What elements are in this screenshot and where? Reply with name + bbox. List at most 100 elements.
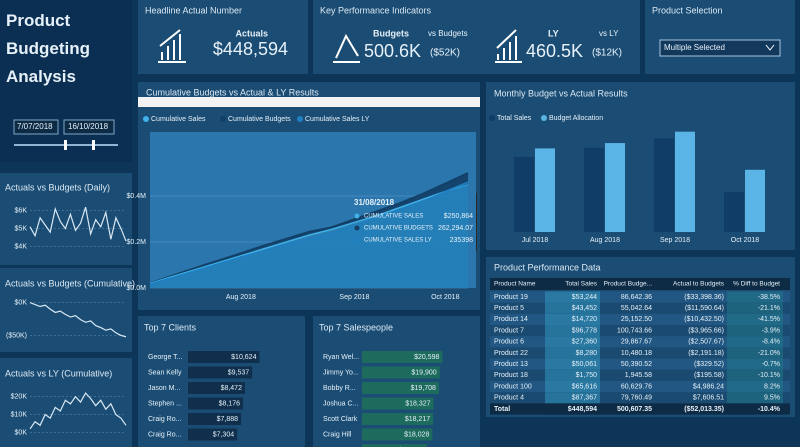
dropdown[interactable] — [659, 39, 781, 57]
table-cell: 79,760.49 — [621, 395, 652, 402]
dropdown-arrow[interactable] — [765, 44, 775, 51]
cell-highlight — [727, 313, 783, 325]
x-tick-label: Sep 2018 — [339, 294, 369, 301]
cell-highlight — [545, 403, 600, 415]
tooltip-label: CUMULATIVE SALES — [364, 214, 423, 220]
x-tick-label: Oct 2018 — [731, 237, 760, 244]
tooltip-value: 235398 — [450, 237, 473, 244]
dashboard-title: Product Budgeting Analysis — [6, 11, 90, 86]
cell-highlight — [727, 291, 783, 303]
bar — [362, 382, 439, 394]
spark-line — [29, 302, 127, 338]
cell-highlight — [545, 347, 600, 359]
clients-panel — [138, 316, 305, 447]
panel-title: Key Performance Indicators — [320, 5, 432, 15]
chart-title: Top 7 Clients — [144, 322, 197, 332]
bar — [362, 428, 433, 441]
table-cell: -3.9% — [762, 327, 780, 334]
table-row-bg — [490, 358, 790, 370]
x-tick-label: Jul 2018 — [522, 237, 549, 244]
cell-highlight — [545, 392, 600, 404]
cell-highlight — [727, 347, 783, 359]
table-cell: Product 22 — [494, 350, 528, 357]
table-cell: 100,743.66 — [617, 327, 652, 334]
dropdown-value[interactable]: Multiple Selected — [664, 43, 725, 52]
chart-title: Cumulative Budgets vs Actual & LY Result… — [146, 87, 319, 97]
table-cell: $8,280 — [576, 350, 598, 357]
x-tick-label: Oct 2018 — [431, 294, 460, 301]
bar — [745, 169, 765, 232]
x-tick-label: Aug 2018 — [226, 294, 256, 301]
legend-swatch — [220, 116, 226, 122]
table-cell: $50,061 — [572, 361, 597, 368]
table-cell: ($195.58) — [694, 372, 724, 379]
cell-highlight — [727, 358, 783, 370]
bar — [584, 147, 604, 232]
y-tick-label: $0K — [15, 299, 28, 306]
cell-highlight — [545, 313, 600, 325]
chart-title: Top 7 Salespeople — [319, 322, 393, 332]
legend-swatch — [541, 115, 547, 121]
headline-icon — [158, 29, 186, 63]
kpi-label: Budgets — [373, 28, 409, 38]
legend-label: Budget Allocation — [549, 115, 603, 122]
table-row-bg — [490, 369, 790, 381]
budget-icon — [333, 33, 360, 63]
kpi-label: vs Budgets — [428, 29, 468, 38]
y-tick-label: $10K — [11, 411, 28, 418]
bar — [675, 131, 695, 232]
table-cell: 29,867.67 — [621, 339, 652, 346]
table-row-bg — [490, 336, 790, 348]
table-cell: Product 14 — [494, 316, 528, 323]
cell-highlight — [545, 325, 600, 337]
bar — [724, 191, 744, 232]
legend-swatch — [489, 115, 495, 121]
tooltip-value: 262,294.07 — [438, 225, 473, 232]
slider-handle[interactable] — [92, 140, 95, 150]
legend-swatch — [297, 116, 303, 122]
start-date: 7/07/2018 — [17, 122, 53, 131]
spark-panel — [0, 358, 132, 447]
series-area — [150, 182, 468, 288]
table-cell: 55,042.64 — [621, 305, 652, 312]
table-cell: -41.5% — [758, 316, 780, 323]
category-label: Scott Clark — [323, 416, 358, 423]
legend-label: Cumulative Budgets — [228, 116, 291, 123]
table-row-bg — [490, 302, 790, 314]
spark-panel — [0, 173, 132, 265]
spark-panel — [0, 268, 132, 352]
table-cell: ($11,590.64) — [685, 305, 724, 312]
cell-highlight — [727, 369, 783, 381]
salespeople-panel — [313, 316, 480, 447]
cell-highlight — [545, 336, 600, 348]
table-cell: Product 19 — [494, 294, 528, 301]
tooltip-swatch — [354, 237, 360, 243]
bar — [514, 157, 534, 232]
value-label: $19,708 — [411, 385, 436, 392]
column-header: % Diff to Budget — [733, 281, 780, 288]
value-label: $18,028 — [404, 431, 429, 438]
bar — [362, 413, 434, 425]
value-label: $7,304 — [213, 431, 235, 438]
date-box[interactable] — [13, 119, 59, 135]
bar — [362, 397, 434, 410]
total-cell: -10.4% — [758, 406, 781, 413]
table-cell: -8.4% — [762, 339, 780, 346]
y-tick-label: $6K — [15, 208, 28, 215]
table-cell: $4,986.24 — [693, 383, 724, 390]
date-box[interactable] — [63, 119, 115, 135]
table-cell: 1,945.58 — [625, 372, 652, 379]
bar — [188, 382, 245, 394]
legend-label: Total Sales — [497, 115, 532, 122]
tooltip-value: $250,864 — [444, 213, 473, 220]
y-tick-label: $0.2M — [127, 239, 147, 246]
category-label: Sean Kelly — [148, 369, 182, 376]
table-row-bg — [490, 347, 790, 359]
table-cell: ($33,398.36) — [684, 294, 724, 301]
table-title: Product Performance Data — [494, 262, 601, 272]
slider-handle[interactable] — [64, 140, 67, 150]
table-cell: ($2,191.18) — [688, 350, 724, 357]
column-header: Product Name — [494, 281, 536, 288]
tooltip-date: 31/08/2018 — [354, 198, 395, 207]
category-label: Craig Ro... — [148, 416, 182, 423]
